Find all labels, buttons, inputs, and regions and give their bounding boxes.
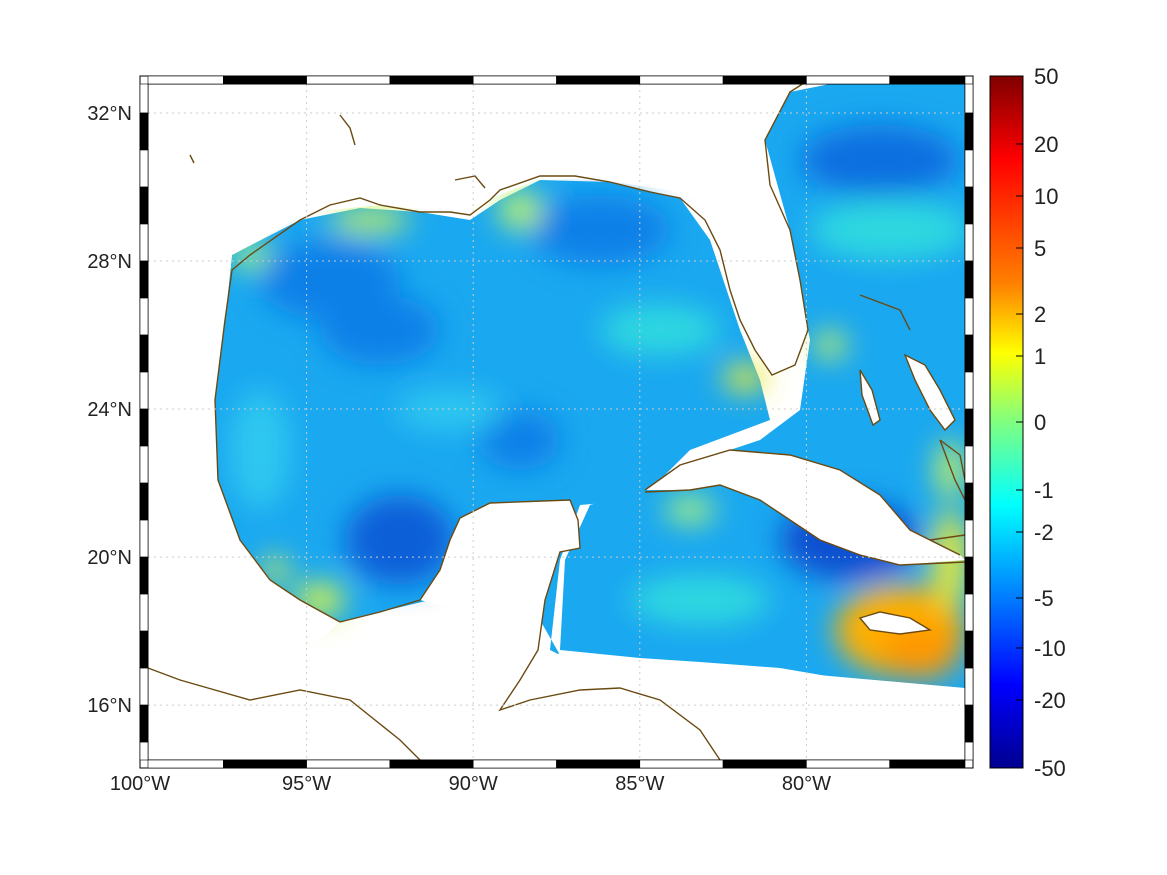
frame-segment: [139, 260, 149, 299]
frame-segment: [139, 519, 149, 558]
frame-segment: [639, 75, 724, 85]
frame-segment: [139, 334, 149, 373]
frame-segment: [139, 593, 149, 632]
colorbar-tick-label: 1: [1034, 344, 1046, 369]
lake-coastlines: [189, 114, 486, 189]
frame-segment: [964, 556, 974, 595]
colorbar-tick-label: 5: [1034, 236, 1046, 261]
jamaica-coastline: [858, 611, 933, 635]
lat-tick-label: 16°N: [87, 695, 132, 717]
frame-segment: [139, 482, 149, 521]
lat-tick-label: 28°N: [87, 251, 132, 273]
frame-segment: [964, 223, 974, 262]
frame-segment: [964, 260, 974, 299]
colorbar-tick-label: 10: [1034, 184, 1058, 209]
frame-segment: [472, 759, 557, 769]
colorbar-tick-label: -10: [1034, 636, 1066, 661]
frame-segment: [139, 630, 149, 669]
data-field: [148, 84, 965, 760]
frame-segment: [964, 149, 974, 188]
bahamas-coastline: [859, 294, 966, 481]
frame-segment: [964, 83, 974, 114]
frame-segment: [389, 759, 474, 769]
lon-tick-label: 80°W: [782, 773, 831, 795]
colorbar-tick-label: -50: [1034, 756, 1066, 781]
frame-segment: [223, 75, 307, 85]
hispaniola-coastline: [929, 439, 966, 541]
frame-segment: [639, 759, 724, 769]
frame-segment: [223, 759, 307, 769]
latitude-labels: 32°N 28°N 24°N 20°N 16°N: [87, 103, 132, 717]
frame-segment: [964, 445, 974, 484]
frame-segment: [964, 667, 974, 706]
frame-segment: [139, 297, 149, 336]
land: [148, 84, 965, 760]
lon-tick-label: 100°W: [110, 773, 170, 795]
frame-segment: [806, 759, 891, 769]
colorbar-tick-label: 20: [1034, 132, 1058, 157]
frame-segment: [139, 445, 149, 484]
longitude-labels: 100°W 95°W 90°W 85°W 80°W: [110, 773, 831, 795]
frame-segment: [139, 408, 149, 447]
frame-segment: [964, 741, 974, 761]
gulf-coastline: [147, 75, 816, 761]
frame-segment: [139, 704, 149, 743]
cuba-coastline: [644, 449, 966, 566]
frame-segment: [139, 741, 149, 761]
frame-segment: [889, 759, 966, 769]
colorbar-tick-label: -2: [1034, 520, 1054, 545]
yucatan-coastline: [339, 499, 721, 761]
colorbar-tick-label: -5: [1034, 586, 1054, 611]
lon-tick-label: 85°W: [615, 773, 664, 795]
frame-segment: [139, 186, 149, 225]
colorbar-tick-label: 2: [1034, 302, 1046, 327]
frame-segment: [964, 593, 974, 632]
frame-segment: [806, 75, 891, 85]
frame-segment: [472, 75, 557, 85]
frame-segment: [139, 149, 149, 188]
frame-segment: [306, 759, 391, 769]
frame-segment: [964, 408, 974, 447]
colorbar-tick-label: 0: [1034, 410, 1046, 435]
colorbar-tick-label: -20: [1034, 688, 1066, 713]
frame-segment: [964, 112, 974, 151]
lat-tick-label: 24°N: [87, 399, 132, 421]
frame-segment: [964, 334, 974, 373]
frame-segment: [964, 186, 974, 225]
frame-segment: [556, 759, 641, 769]
frame-segment: [964, 371, 974, 410]
frame-segment: [964, 519, 974, 558]
colorbar-tick-label: 50: [1034, 64, 1058, 89]
frame-segment: [139, 223, 149, 262]
frame-segment: [139, 112, 149, 151]
frame-segment: [964, 297, 974, 336]
frame-segment: [964, 482, 974, 521]
frame-segment: [556, 75, 641, 85]
frame-segment: [139, 556, 149, 595]
colorbar-tick-label: -1: [1034, 478, 1054, 503]
frame-segment: [306, 75, 391, 85]
frame-segment: [139, 83, 149, 114]
frame-segment: [889, 75, 966, 85]
frame-segment: [964, 630, 974, 669]
frame-checkers: [139, 75, 974, 769]
frame-segment: [147, 75, 224, 85]
lon-tick-label: 95°W: [282, 773, 331, 795]
frame-segment: [139, 667, 149, 706]
lat-tick-label: 32°N: [87, 103, 132, 125]
frame-segment: [139, 371, 149, 410]
frame-segment: [964, 704, 974, 743]
coastlines: [147, 75, 966, 761]
frame-segment: [389, 75, 474, 85]
lon-tick-label: 90°W: [449, 773, 498, 795]
lat-tick-label: 20°N: [87, 547, 132, 569]
frame-segment: [722, 75, 807, 85]
frame-segment: [722, 759, 807, 769]
graticule: [148, 84, 965, 760]
frame-segment: [147, 759, 224, 769]
